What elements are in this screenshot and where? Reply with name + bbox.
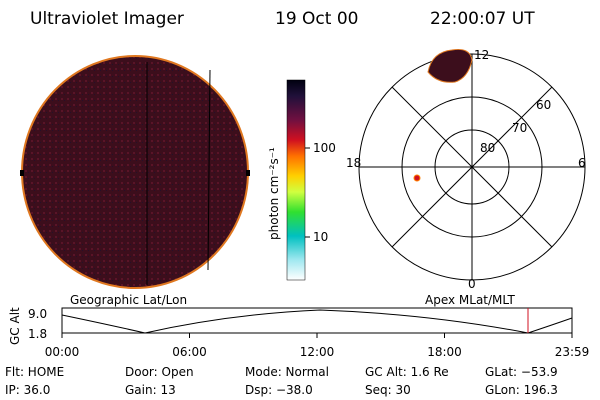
polar-grid (358, 53, 586, 281)
status-field: Mode: Normal (245, 365, 329, 379)
marker (20, 170, 24, 176)
mlt-label: 18 (346, 156, 361, 170)
status-field: Flt: HOME (5, 365, 64, 379)
status-field: Gain: 13 (125, 383, 176, 397)
date: 19 Oct 00 (275, 9, 358, 29)
time-label: 06:00 (172, 345, 207, 359)
status-field: GLon: 196.3 (485, 383, 558, 397)
status-field: Seq: 30 (365, 383, 411, 397)
panel-label: Geographic Lat/Lon (70, 293, 187, 307)
altitude-curve (61, 309, 573, 334)
alt-axis-label: GC Alt (8, 307, 22, 345)
marker (246, 170, 250, 176)
mlt-label: 0 (468, 277, 476, 291)
panel-label: Apex MLat/MLT (425, 293, 515, 307)
alt-tick-label: 1.8 (28, 327, 47, 341)
status-field: Door: Open (125, 365, 194, 379)
colorbar (286, 79, 306, 281)
mlt-label: 12 (474, 48, 489, 62)
time-label: 23:59 (555, 345, 590, 359)
ring-label: 80 (480, 141, 495, 155)
instrument: Ultraviolet Imager (30, 9, 184, 29)
status-panel: Flt: HOME Door: Open Mode: Normal GC Alt: 1… (5, 365, 558, 397)
status-field: GLat: −53.9 (485, 365, 558, 379)
colorbar-tick-label: 100 (313, 141, 336, 155)
altitude-frame (61, 307, 573, 334)
time-axis: 00:00 06:00 12:00 18:00 23:59 (45, 333, 590, 359)
status-field: GC Alt: 1.6 Re (365, 365, 449, 379)
mlt-label: 6 (578, 156, 586, 170)
status-field: IP: 36.0 (5, 383, 50, 397)
colorbar-unit: photon cm⁻²s⁻¹ (267, 147, 281, 240)
aurora (427, 49, 473, 83)
alt-tick-label: 9.0 (28, 307, 47, 321)
bright-spot (413, 174, 421, 182)
time-label: 12:00 (300, 345, 335, 359)
colorbar-tick-label: 10 (313, 230, 328, 244)
time-label: 18:00 (427, 345, 462, 359)
ring-label: 60 (536, 98, 551, 112)
time: 22:00:07 UT (430, 9, 535, 29)
time-label: 00:00 (45, 345, 80, 359)
ring-label: 70 (512, 121, 527, 135)
swath-line (207, 69, 211, 271)
earth-image (21, 55, 249, 289)
status-field: Dsp: −38.0 (245, 383, 313, 397)
